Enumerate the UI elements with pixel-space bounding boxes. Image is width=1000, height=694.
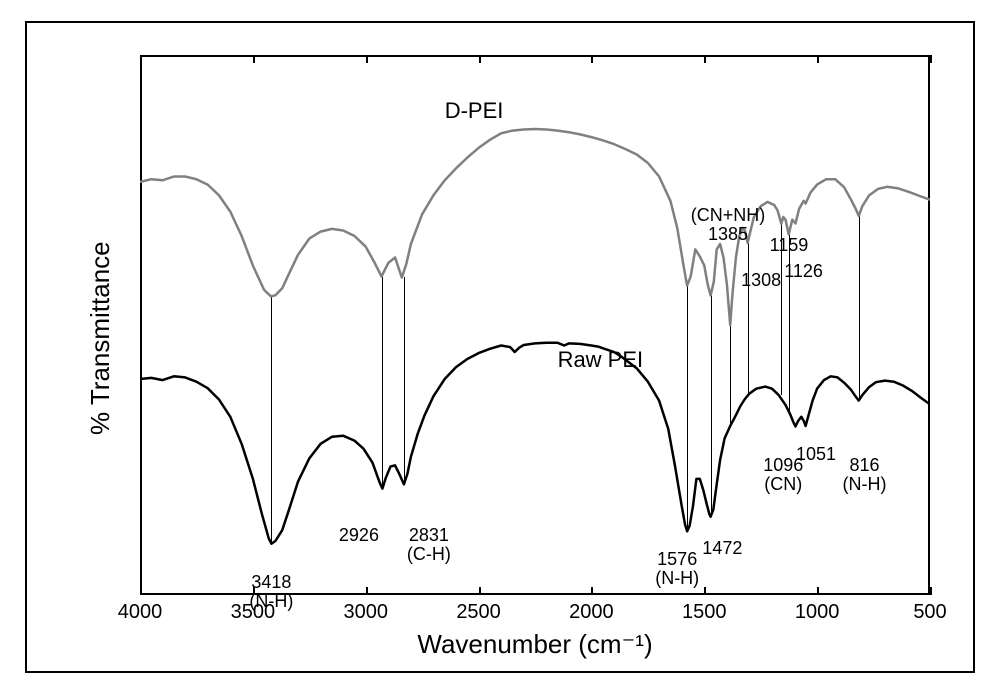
x-axis-title: Wavenumber (cm⁻¹)	[140, 629, 930, 660]
peak-label-line2: (N-H)	[249, 592, 293, 611]
x-tick	[930, 587, 932, 595]
peak-label: 1576(N-H)	[655, 550, 699, 588]
peak-label-line1: 816	[843, 456, 887, 475]
peak-label: 1472	[702, 539, 742, 558]
spectra-svg	[140, 55, 930, 595]
peak-label-line2: (C-H)	[407, 545, 451, 564]
peak-label-line1: 1308	[741, 271, 781, 290]
peak-label: 2926	[339, 526, 379, 545]
peak-label-line1: 3418	[249, 573, 293, 592]
peak-label: 2831(C-H)	[407, 526, 451, 564]
peak-label-line2: (N-H)	[655, 569, 699, 588]
x-tick-label: 3000	[343, 601, 388, 624]
x-tick-label: 4000	[118, 601, 163, 624]
series-d-pei	[140, 129, 930, 325]
series-label: D-PEI	[445, 98, 504, 124]
series-label: Raw PEI	[558, 347, 644, 373]
peak-label-line1: 1126	[784, 262, 823, 281]
y-axis-title: % Transmittance	[85, 241, 116, 435]
peak-label: 3418(N-H)	[249, 573, 293, 611]
peak-label-line1: 1472	[702, 539, 742, 558]
x-tick-label: 1000	[795, 601, 840, 624]
peak-label-line2: (CN)	[763, 475, 803, 494]
peak-label-line1: 1576	[655, 550, 699, 569]
peak-label-line1: 2926	[339, 526, 379, 545]
x-tick-label: 1500	[682, 601, 727, 624]
x-tick-label: 2000	[569, 601, 614, 624]
x-tick-label: 500	[913, 601, 946, 624]
peak-label: (CN+NH)1385	[691, 206, 766, 244]
peak-label-line1: 1159	[770, 236, 809, 255]
peak-label-line2: (N-H)	[843, 475, 887, 494]
peak-label: 1126	[784, 262, 823, 281]
peak-label: 1051	[796, 445, 836, 464]
peak-label: 816(N-H)	[843, 456, 887, 494]
peak-label: 1308	[741, 271, 781, 290]
x-tick-label: 2500	[456, 601, 501, 624]
peak-label-line2: 1385	[691, 225, 766, 244]
peak-label: 1159	[770, 236, 809, 255]
peak-label-line1: 2831	[407, 526, 451, 545]
peak-label-line1: 1051	[796, 445, 836, 464]
peak-label-line1: (CN+NH)	[691, 206, 766, 225]
x-tick-top	[930, 55, 932, 63]
